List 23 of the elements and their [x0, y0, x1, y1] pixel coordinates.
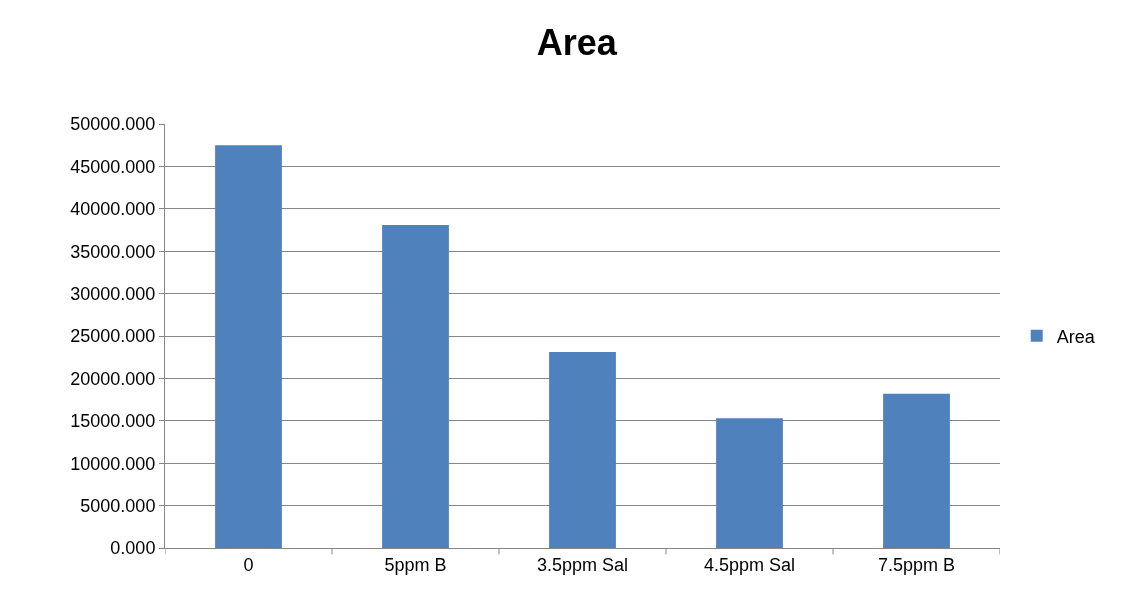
- bar: [382, 224, 449, 548]
- legend-label: Area: [1056, 326, 1096, 347]
- y-tick-label: 15000.000: [70, 411, 156, 432]
- y-tick-label: 45000.000: [70, 156, 156, 177]
- y-tick-label: 25000.000: [70, 326, 156, 347]
- y-tick-label: 50000.000: [70, 114, 156, 135]
- bar: [716, 418, 783, 548]
- x-tick-label: 0: [243, 554, 254, 575]
- y-tick-label: 35000.000: [70, 241, 156, 262]
- y-tick-label: 10000.000: [70, 453, 156, 474]
- x-tick-label: 4.5ppm Sal: [703, 554, 796, 575]
- y-tick-label: 0.000: [110, 538, 156, 559]
- y-tick-label: 40000.000: [70, 199, 156, 220]
- bar: [215, 145, 282, 548]
- y-tick-label: 20000.000: [70, 368, 156, 389]
- x-tick-label: 7.5ppm B: [877, 554, 956, 575]
- bar: [549, 352, 616, 548]
- x-tick-label: 3.5ppm Sal: [536, 554, 629, 575]
- y-tick-label: 5000.000: [80, 495, 156, 516]
- bar: [883, 393, 950, 548]
- y-tick-label: 30000.000: [70, 283, 156, 304]
- x-tick-label: 5ppm B: [384, 554, 447, 575]
- chart-title: Area: [536, 22, 618, 64]
